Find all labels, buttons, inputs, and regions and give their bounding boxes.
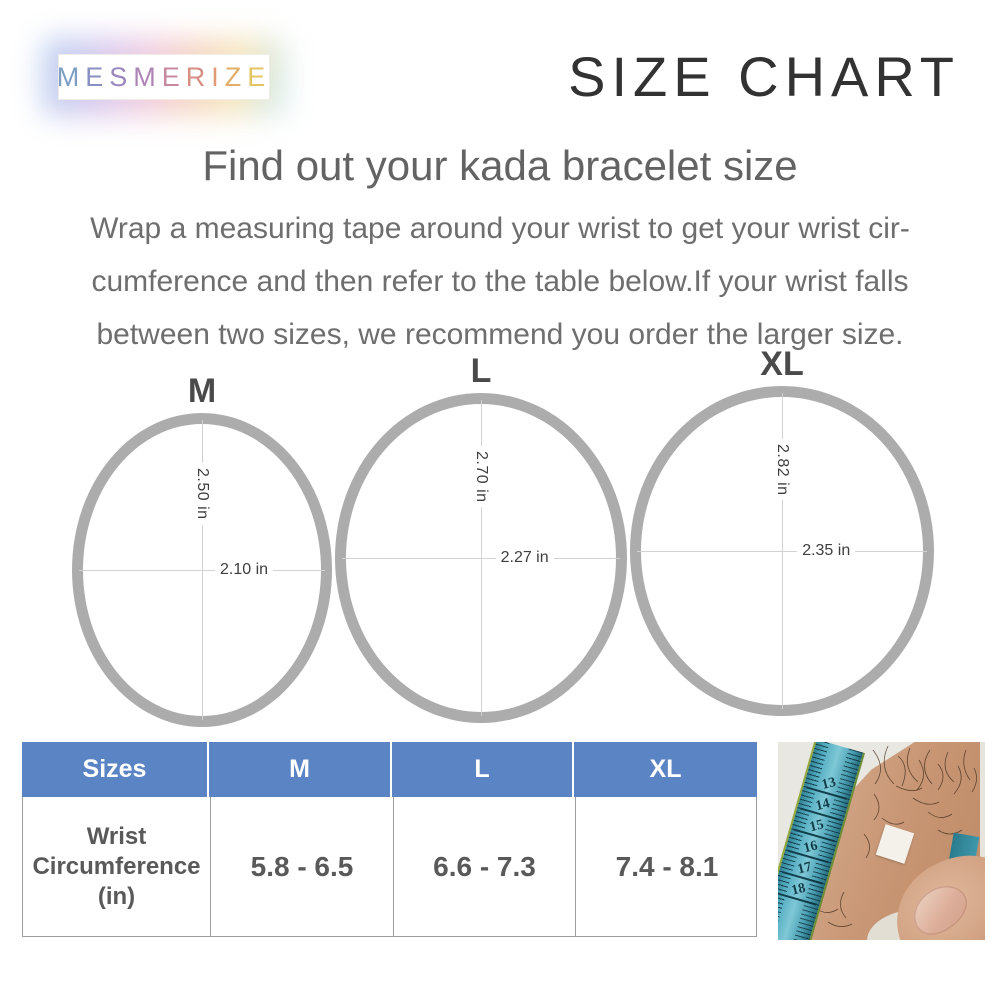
horizontal-diameter-label: 2.27 in [495,549,554,567]
intro-line: Wrap a measuring tape around your wrist … [90,212,910,245]
brand-letter: R [185,61,212,92]
crosshair-horizontal-line [79,569,325,571]
brand-letter: E [161,61,186,92]
brand-letter: M [133,61,162,92]
table-header-row: Sizes M L XL [22,742,757,797]
page-title: SIZE CHART [568,45,960,108]
table-body-row: Wrist Circumference (in) 5.8 - 6.5 6.6 -… [22,797,757,937]
brand-letter: S [109,61,134,92]
brand-letter: E [85,61,110,92]
vertical-diameter-label: 2.82 in [773,438,791,501]
tape-mark: 18 [778,876,824,908]
bracelet-ring [72,413,332,727]
wrist-photo: 13 14 15 16 17 18 [778,742,985,940]
size-circle-m: M 2.50 in 2.10 in [72,372,332,727]
size-diagram: M 2.50 in 2.10 in L 2.70 in 2.27 in XL 2… [0,340,1000,740]
header-cell-m: M [209,742,392,797]
header-cell-xl: XL [649,755,682,783]
size-circle-xl: XL 2.82 in 2.35 in [630,345,934,716]
brand-letter: E [247,61,272,92]
header-cell-sizes: Sizes [22,742,209,797]
crosshair-horizontal-line [637,550,927,552]
crosshair-horizontal-line [342,557,620,559]
bracelet-ring [630,386,934,716]
logo-box: M E S M E R I Z E [56,54,272,100]
size-label: XL [760,345,804,383]
value-cell-xl: 7.4 - 8.1 [575,797,758,936]
brand-logo: M E S M E R I Z E [42,38,286,116]
photo-background-edge [980,742,985,865]
size-table: Sizes M L XL Wrist Circumference (in) 5.… [22,742,757,937]
value-cell-m: 5.8 - 6.5 [210,797,393,936]
vertical-diameter-label: 2.50 in [193,463,211,525]
size-label: M [187,372,217,410]
intro-line: between two sizes, we recommend you orde… [96,318,904,351]
hair-overlay [789,745,977,927]
size-circle-l: L 2.70 in 2.27 in [335,352,627,723]
thumb-nail [903,875,976,940]
header-cell-l: L [392,742,574,797]
brand-letter: Z [224,61,248,92]
horizontal-diameter-label: 2.10 in [215,561,274,579]
intro-paragraph: Wrap a measuring tape around your wrist … [0,202,1000,361]
section-heading: Find out your kada bracelet size [202,142,798,189]
brand-letter: M [56,61,86,92]
value-cell-l: 6.6 - 7.3 [393,797,575,936]
brand-letter: I [211,61,225,92]
bracelet-ring [335,393,627,723]
size-label: L [470,352,492,390]
intro-line: cumference and then refer to the table b… [91,265,909,298]
horizontal-diameter-label: 2.35 in [797,542,856,560]
row-label-cell: Wrist Circumference (in) [32,822,201,910]
vertical-diameter-label: 2.70 in [472,445,490,508]
